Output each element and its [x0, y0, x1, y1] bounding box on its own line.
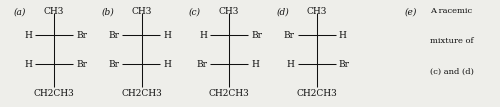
Text: H: H	[286, 60, 294, 69]
Text: CH2CH3: CH2CH3	[34, 89, 74, 98]
Text: CH2CH3: CH2CH3	[296, 89, 337, 98]
Text: (c) and (d): (c) and (d)	[430, 67, 474, 75]
Text: Br: Br	[108, 60, 120, 69]
Text: CH3: CH3	[132, 7, 152, 16]
Text: Br: Br	[76, 31, 87, 40]
Text: (a): (a)	[14, 7, 26, 16]
Text: Br: Br	[251, 31, 262, 40]
Text: mixture of: mixture of	[430, 37, 474, 45]
Text: Br: Br	[76, 60, 87, 69]
Text: CH2CH3: CH2CH3	[208, 89, 250, 98]
Text: (b): (b)	[101, 7, 114, 16]
Text: H: H	[199, 31, 207, 40]
Text: Br: Br	[338, 60, 349, 69]
Text: Br: Br	[196, 60, 207, 69]
Text: H: H	[24, 31, 32, 40]
Text: CH3: CH3	[44, 7, 64, 16]
Text: Br: Br	[108, 31, 120, 40]
Text: (d): (d)	[276, 7, 289, 16]
Text: H: H	[164, 31, 172, 40]
Text: CH3: CH3	[219, 7, 239, 16]
Text: A racemic: A racemic	[430, 7, 472, 16]
Text: H: H	[251, 60, 259, 69]
Text: Br: Br	[284, 31, 294, 40]
Text: CH2CH3: CH2CH3	[121, 89, 162, 98]
Text: (e): (e)	[405, 7, 417, 16]
Text: H: H	[164, 60, 172, 69]
Text: H: H	[24, 60, 32, 69]
Text: (c): (c)	[189, 7, 201, 16]
Text: CH3: CH3	[306, 7, 326, 16]
Text: H: H	[338, 31, 346, 40]
